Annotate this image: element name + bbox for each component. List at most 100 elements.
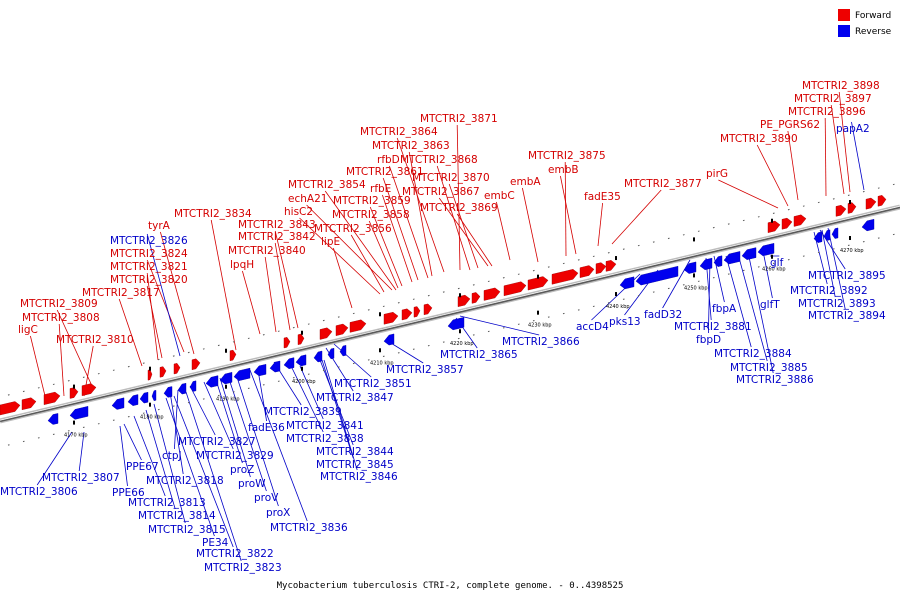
reverse-feature-arrow[interactable] bbox=[269, 360, 281, 373]
forward-gene-label[interactable]: MTCTRI2_3821 bbox=[110, 261, 188, 273]
forward-gene-label[interactable]: rfbE bbox=[370, 183, 391, 195]
forward-feature-arrow[interactable] bbox=[551, 269, 579, 285]
reverse-gene-label[interactable]: accD4 bbox=[576, 321, 609, 333]
reverse-gene-label[interactable]: fadE36 bbox=[248, 422, 285, 434]
reverse-gene-label[interactable]: MTCTRI2_3885 bbox=[730, 362, 808, 374]
forward-gene-label[interactable]: MTCTRI2_3877 bbox=[624, 178, 702, 190]
reverse-feature-arrow[interactable] bbox=[163, 386, 173, 398]
reverse-gene-label[interactable]: MTCTRI2_3838 bbox=[286, 433, 364, 445]
forward-feature-arrow[interactable] bbox=[413, 306, 421, 318]
reverse-gene-label[interactable]: MTCTRI2_3886 bbox=[736, 374, 814, 386]
reverse-gene-label[interactable]: MTCTRI2_3894 bbox=[808, 310, 886, 322]
forward-feature-arrow[interactable] bbox=[865, 197, 877, 210]
reverse-gene-label[interactable]: MTCTRI2_3822 bbox=[196, 548, 274, 560]
forward-feature-arrow[interactable] bbox=[21, 397, 37, 411]
forward-feature-arrow[interactable] bbox=[383, 311, 399, 325]
reverse-feature-arrow[interactable] bbox=[233, 367, 251, 381]
forward-gene-label[interactable]: ligC bbox=[18, 324, 38, 336]
forward-feature-arrow[interactable] bbox=[847, 202, 857, 214]
reverse-gene-label[interactable]: MTCTRI2_3895 bbox=[808, 270, 886, 282]
reverse-feature-arrow[interactable] bbox=[127, 394, 139, 406]
reverse-gene-label[interactable]: MTCTRI2_3806 bbox=[0, 486, 78, 498]
reverse-gene-label[interactable]: MTCTRI2_3827 bbox=[178, 436, 256, 448]
forward-gene-label[interactable]: MTCTRI2_3869 bbox=[420, 202, 498, 214]
forward-feature-arrow[interactable] bbox=[483, 287, 501, 301]
reverse-gene-label[interactable]: PE34 bbox=[202, 537, 229, 549]
reverse-feature-arrow[interactable] bbox=[151, 390, 157, 401]
forward-gene-label[interactable]: embB bbox=[548, 164, 579, 176]
forward-gene-label[interactable]: MTCTRI2_3864 bbox=[360, 126, 438, 138]
forward-gene-label[interactable]: MTCTRI2_3808 bbox=[22, 312, 100, 324]
forward-gene-label[interactable]: MTCTRI2_3809 bbox=[20, 298, 98, 310]
reverse-gene-label[interactable]: MTCTRI2_3814 bbox=[138, 510, 216, 522]
reverse-gene-label[interactable]: MTCTRI2_3851 bbox=[334, 378, 412, 390]
reverse-gene-label[interactable]: MTCTRI2_3829 bbox=[196, 450, 274, 462]
forward-gene-label[interactable]: embC bbox=[484, 190, 515, 202]
reverse-gene-label[interactable]: MTCTRI2_3826 bbox=[110, 235, 188, 247]
reverse-gene-label[interactable]: proX bbox=[266, 507, 290, 519]
forward-gene-label[interactable]: echA21 bbox=[288, 193, 327, 205]
forward-feature-arrow[interactable] bbox=[605, 260, 617, 272]
reverse-feature-arrow[interactable] bbox=[139, 391, 149, 404]
forward-feature-arrow[interactable] bbox=[335, 323, 349, 336]
reverse-feature-arrow[interactable] bbox=[111, 397, 125, 410]
reverse-gene-label[interactable]: glf bbox=[770, 257, 784, 269]
reverse-gene-label[interactable]: PPE66 bbox=[112, 487, 145, 499]
reverse-gene-label[interactable]: MTCTRI2_3893 bbox=[798, 298, 876, 310]
forward-gene-label[interactable]: MTCTRI2_3870 bbox=[412, 172, 490, 184]
forward-gene-label[interactable]: fadE35 bbox=[584, 191, 621, 203]
forward-feature-arrow[interactable] bbox=[457, 294, 471, 307]
reverse-feature-arrow[interactable] bbox=[861, 218, 875, 232]
forward-feature-arrow[interactable] bbox=[81, 383, 97, 396]
reverse-feature-arrow[interactable] bbox=[339, 345, 347, 357]
reverse-gene-label[interactable]: MTCTRI2_3823 bbox=[204, 562, 282, 574]
forward-gene-label[interactable]: lpqH bbox=[230, 259, 254, 271]
reverse-gene-label[interactable]: MTCTRI2_3847 bbox=[316, 392, 394, 404]
forward-feature-arrow[interactable] bbox=[781, 217, 793, 230]
reverse-feature-arrow[interactable] bbox=[177, 382, 187, 395]
forward-gene-label[interactable]: MTCTRI2_3859 bbox=[333, 195, 411, 207]
forward-feature-arrow[interactable] bbox=[595, 262, 607, 275]
reverse-gene-label[interactable]: fbpD bbox=[696, 334, 721, 346]
reverse-feature-arrow[interactable] bbox=[47, 413, 59, 425]
reverse-feature-arrow[interactable] bbox=[327, 347, 335, 360]
forward-gene-label[interactable]: MTCTRI2_3856 bbox=[314, 223, 392, 235]
forward-gene-label[interactable]: MTCTRI2_3871 bbox=[420, 113, 498, 125]
forward-gene-label[interactable]: MTCTRI2_3858 bbox=[332, 209, 410, 221]
forward-feature-arrow[interactable] bbox=[173, 363, 181, 375]
reverse-feature-arrow[interactable] bbox=[69, 406, 89, 420]
forward-feature-arrow[interactable] bbox=[283, 337, 291, 349]
reverse-gene-label[interactable]: glfT bbox=[760, 299, 780, 311]
reverse-feature-arrow[interactable] bbox=[313, 350, 323, 363]
reverse-gene-label[interactable]: fadD32 bbox=[644, 309, 682, 321]
forward-gene-label[interactable]: MTCTRI2_3817 bbox=[82, 287, 160, 299]
reverse-gene-label[interactable]: MTCTRI2_3865 bbox=[440, 349, 518, 361]
forward-feature-arrow[interactable] bbox=[297, 333, 305, 345]
reverse-feature-arrow[interactable] bbox=[189, 380, 197, 392]
reverse-feature-arrow[interactable] bbox=[723, 251, 741, 265]
forward-gene-label[interactable]: MTCTRI2_3854 bbox=[288, 179, 366, 191]
forward-feature-arrow[interactable] bbox=[401, 308, 413, 321]
forward-gene-label[interactable]: tyrA bbox=[148, 220, 171, 232]
reverse-gene-label[interactable]: proV bbox=[254, 492, 279, 504]
reverse-feature-arrow[interactable] bbox=[683, 261, 697, 274]
forward-gene-label[interactable]: MTCTRI2_3824 bbox=[110, 248, 188, 260]
forward-gene-label[interactable]: MTCTRI2_3861 bbox=[346, 166, 424, 178]
reverse-gene-label[interactable]: MTCTRI2_3836 bbox=[270, 522, 348, 534]
reverse-feature-arrow[interactable] bbox=[295, 354, 307, 367]
reverse-gene-label[interactable]: proW bbox=[238, 478, 266, 490]
forward-gene-label[interactable]: MTCTRI2_3875 bbox=[528, 150, 606, 162]
reverse-gene-label[interactable]: MTCTRI2_3884 bbox=[714, 348, 792, 360]
forward-feature-arrow[interactable] bbox=[43, 391, 61, 405]
forward-feature-arrow[interactable] bbox=[503, 281, 527, 297]
forward-feature-arrow[interactable] bbox=[579, 265, 595, 278]
forward-gene-label[interactable]: MTCTRI2_3898 bbox=[802, 80, 880, 92]
reverse-gene-label[interactable]: MTCTRI2_3845 bbox=[316, 459, 394, 471]
forward-feature-arrow[interactable] bbox=[349, 319, 367, 333]
forward-feature-arrow[interactable] bbox=[767, 220, 781, 233]
forward-gene-label[interactable]: MTCTRI2_3863 bbox=[372, 140, 450, 152]
forward-gene-label[interactable]: MTCTRI2_3897 bbox=[794, 93, 872, 105]
reverse-gene-label[interactable]: pks13 bbox=[609, 316, 641, 328]
forward-feature-arrow[interactable] bbox=[793, 214, 807, 227]
reverse-gene-label[interactable]: MTCTRI2_3857 bbox=[386, 364, 464, 376]
